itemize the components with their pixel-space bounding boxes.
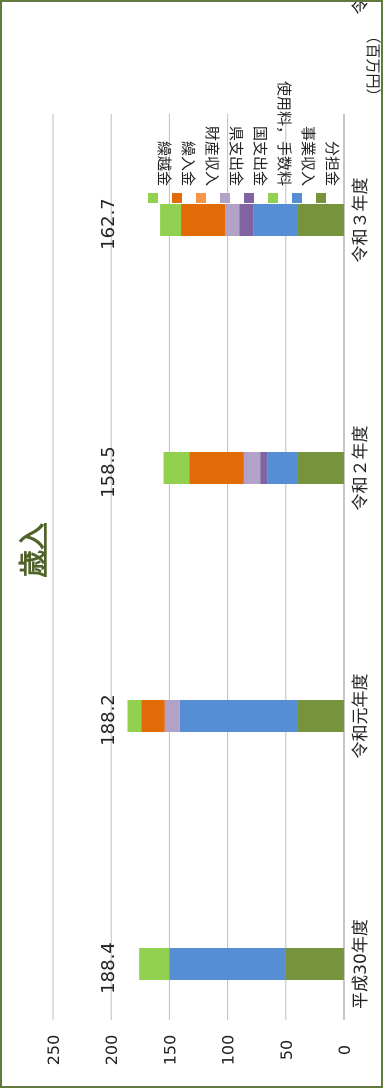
- bar-segment: [267, 452, 298, 484]
- bar-segment: [181, 204, 226, 236]
- bar-segment: [297, 204, 344, 236]
- unit-label: （百万円）: [364, 28, 382, 103]
- legend-swatch: [196, 193, 206, 203]
- total-label: 158.5: [98, 446, 119, 498]
- category-label: 令和４年度: [351, 2, 371, 15]
- legend-label: 繰入金: [179, 141, 197, 186]
- legend-swatch: [292, 193, 302, 203]
- bar-segment: [285, 948, 344, 980]
- bar-segment: [160, 204, 182, 236]
- y-tick-label: 50: [277, 1040, 296, 1060]
- bar-segment: [225, 204, 240, 236]
- legend-label: 繰越金: [155, 141, 173, 186]
- legend-label: 県支出金: [227, 126, 245, 186]
- total-label: 162.7: [98, 198, 119, 250]
- bar-segment: [127, 700, 142, 732]
- bar-segment: [253, 204, 298, 236]
- total-label: 188.2: [98, 694, 119, 746]
- bar-segment: [189, 452, 244, 484]
- bar-segment: [297, 700, 344, 732]
- legend-swatch: [244, 193, 254, 203]
- category-label: 令和３年度: [351, 178, 371, 263]
- bar-segment: [243, 452, 261, 484]
- legend-label: 事業収入: [299, 126, 317, 186]
- chart-title: 歳入: [18, 523, 49, 577]
- category-label: 平成30年度: [351, 919, 371, 1009]
- category-label: 令和２年度: [351, 426, 371, 511]
- y-tick-label: 100: [219, 1035, 238, 1066]
- bar-segment: [179, 700, 298, 732]
- total-label: 188.4: [98, 942, 119, 994]
- legend-label: 財産収入: [203, 126, 221, 186]
- y-tick-label: 0: [335, 1045, 354, 1055]
- legend-swatch: [148, 193, 158, 203]
- bar-segment: [169, 948, 286, 980]
- bar-segment: [164, 700, 180, 732]
- y-tick-label: 150: [160, 1035, 179, 1066]
- bar-segment: [297, 452, 344, 484]
- legend-swatch: [220, 193, 230, 203]
- bar-segment: [239, 204, 254, 236]
- bar-segment: [141, 700, 165, 732]
- legend-label: 分担金: [323, 141, 341, 186]
- legend-label: 使用料，手数料: [275, 81, 293, 186]
- legend-swatch: [268, 193, 278, 203]
- bar-segment: [163, 452, 190, 484]
- y-tick-label: 250: [44, 1035, 63, 1066]
- category-label: 令和元年度: [351, 674, 371, 759]
- bar-segment: [139, 948, 170, 980]
- bar-segment: [260, 452, 268, 484]
- y-tick-label: 200: [102, 1035, 121, 1066]
- legend-swatch: [172, 193, 182, 203]
- legend-swatch: [316, 193, 326, 203]
- legend-label: 国支出金: [251, 126, 269, 186]
